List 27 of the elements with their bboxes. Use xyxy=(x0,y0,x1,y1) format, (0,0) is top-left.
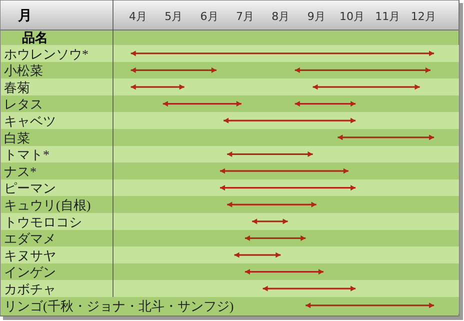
y-tick-label: 春菊 xyxy=(4,80,30,95)
y-tick-label: トウモロコシ xyxy=(4,214,82,230)
y-tick-label: エダマメ xyxy=(4,231,56,246)
x-tick-label: 9月 xyxy=(307,10,326,23)
y-tick-label: ピーマン xyxy=(4,180,56,196)
y-tick-label: キヌサヤ xyxy=(4,248,56,263)
y-axis-title: 品名 xyxy=(22,31,48,46)
y-tick-label: ナス* xyxy=(4,164,36,179)
x-tick-label: 10月 xyxy=(339,10,364,23)
x-tick-label: 12月 xyxy=(410,10,436,23)
y-tick-label: ホウレンソウ* xyxy=(4,46,88,62)
x-tick-label: 11月 xyxy=(375,10,400,23)
y-tick-label: 白菜 xyxy=(4,130,30,146)
y-tick-label: リンゴ(千秋・ジョナ・北斗・サンフジ) xyxy=(4,298,234,314)
x-tick-label: 4月 xyxy=(128,10,147,23)
y-tick-label: レタス xyxy=(4,96,43,112)
x-tick-label: 7月 xyxy=(236,10,254,23)
y-tick-label: カボチャ xyxy=(4,282,56,296)
x-tick-label: 5月 xyxy=(164,10,183,23)
x-tick-label: 6月 xyxy=(200,10,218,23)
x-axis-title: 月 xyxy=(17,8,32,24)
y-tick-label: キャベツ xyxy=(4,114,56,128)
x-tick-label: 8月 xyxy=(272,10,290,23)
y-tick-label: インゲン xyxy=(4,264,56,280)
y-tick-label: 小松菜 xyxy=(4,63,43,78)
y-tick-label: トマト* xyxy=(4,147,50,162)
y-tick-label: キュウリ(自根) xyxy=(4,198,91,212)
